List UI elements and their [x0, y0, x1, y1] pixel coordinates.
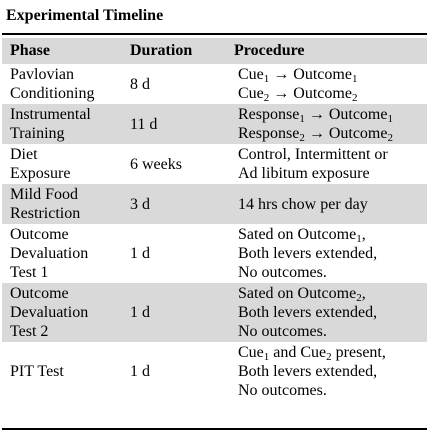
procedure-cell: 14 hrs chow per day — [226, 184, 427, 224]
procedure-text: Both levers extended, — [238, 304, 378, 321]
header-phase: Phase — [2, 38, 122, 64]
phase-cell: Diet Exposure — [2, 144, 122, 184]
procedure-text: Ad libitum exposure — [238, 165, 370, 182]
duration-cell: 1 d — [122, 283, 226, 342]
procedure-text: 14 hrs chow per day — [238, 195, 368, 213]
procedure-text: No outcomes. — [238, 382, 327, 399]
header-row: Phase Duration Procedure — [2, 38, 427, 64]
table-row: Mild Food Restriction 3 d 14 hrs chow per d… — [2, 184, 427, 224]
header-duration: Duration — [122, 38, 226, 64]
subscript: 1 — [263, 351, 270, 363]
subscript: 1 — [263, 73, 270, 85]
procedure-text: Response2 → Outcome2 — [238, 125, 393, 144]
subscript: 2 — [351, 92, 358, 104]
table-row: Instrumental Training 11 d Response1 → Outc… — [2, 104, 427, 144]
procedure-cell: Sated on Outcome1, Both levers extended, N… — [226, 224, 427, 283]
duration-cell: 1 d — [130, 245, 150, 262]
table-title: Experimental Timeline — [6, 7, 164, 24]
procedure-text: Sated on Outcome1, — [238, 226, 366, 245]
subscript: 2 — [356, 292, 362, 304]
header-procedure: Procedure — [226, 38, 427, 64]
phase-text: Instrumental — [10, 106, 91, 123]
subscript: 2 — [387, 132, 393, 144]
phase-text: Pavlovian — [10, 66, 74, 83]
table-row: Pavlovian Conditioning 8 d Cue1 → Outcome1 C… — [2, 64, 427, 104]
phase-cell: Instrumental Training — [2, 104, 122, 144]
procedure-text: No outcomes. — [238, 264, 327, 281]
phase-text: Test 1 — [10, 264, 49, 281]
procedure-text: Control, Intermittent or — [238, 146, 388, 163]
subscript: 2 — [326, 351, 332, 363]
phase-text: Conditioning — [10, 85, 95, 102]
procedure-cell: Cue1 and Cue2 present, Both levers extend… — [226, 342, 427, 401]
subscript: 2 — [299, 132, 305, 144]
phase-text: Outcome — [10, 285, 69, 302]
procedure-text: Cue2 → Outcome2 — [238, 85, 358, 104]
phase-text: Devaluation — [10, 304, 89, 321]
subscript: 1 — [356, 233, 362, 245]
phase-text: Test 2 — [10, 323, 49, 340]
table-row: Outcome Devaluation Test 1 1 d Sated on Outc… — [2, 224, 427, 283]
phase-text: Outcome — [10, 226, 69, 243]
subscript: 1 — [387, 113, 393, 125]
phase-text: Devaluation — [10, 245, 89, 262]
phase-text: Restriction — [10, 205, 81, 222]
phase-text: PIT Test — [10, 363, 64, 380]
phase-cell: Pavlovian Conditioning — [2, 64, 122, 104]
phase-cell: Outcome Devaluation Test 1 — [2, 224, 122, 283]
procedure-text: Both levers extended, — [238, 363, 378, 380]
duration-cell: 1 d — [130, 363, 150, 380]
procedure-cell: Cue1 → Outcome1 Cue2 → Outcome2 — [226, 64, 427, 104]
procedure-text: Cue1 → Outcome1 — [238, 66, 358, 85]
table-row: Diet Exposure 6 weeks Control, Intermittent… — [2, 144, 427, 184]
procedure-text: Both levers extended, — [238, 245, 378, 262]
procedure-text: Response1 → Outcome1 — [238, 106, 393, 125]
phase-text: Diet — [10, 146, 38, 163]
procedure-cell: Control, Intermittent or Ad libitum expos… — [226, 144, 427, 184]
procedure-text: Cue1 and Cue2 present, — [238, 344, 386, 363]
duration-cell: 3 d — [122, 184, 226, 224]
subscript: 2 — [263, 92, 270, 104]
phase-text: Training — [10, 125, 65, 142]
subscript: 1 — [351, 73, 358, 85]
timeline-table: Phase Duration Procedure Pavlovian Condit… — [2, 38, 427, 401]
table-row: PIT Test 1 d Cue1 and Cue2 present, Both le… — [2, 342, 427, 401]
table-body: Pavlovian Conditioning 8 d Cue1 → Outcome1 C… — [2, 64, 427, 401]
subscript: 1 — [299, 113, 305, 125]
procedure-cell: Sated on Outcome2, Both levers extended, N… — [226, 283, 427, 342]
procedure-text: No outcomes. — [238, 323, 327, 340]
procedure-text: Sated on Outcome2, — [238, 285, 366, 304]
top-rule — [2, 33, 427, 35]
phase-text: Mild Food — [10, 186, 79, 203]
duration-cell: 8 d — [130, 75, 150, 93]
phase-cell: PIT Test — [2, 342, 122, 401]
duration-cell: 6 weeks — [130, 155, 182, 173]
phase-cell: Outcome Devaluation Test 2 — [2, 283, 122, 342]
phase-text: Exposure — [10, 165, 71, 182]
procedure-cell: Response1 → Outcome1 Response2 → Outcome2 — [226, 104, 427, 144]
duration-cell: 11 d — [122, 104, 226, 144]
bottom-rule — [2, 428, 427, 430]
phase-cell: Mild Food Restriction — [2, 184, 122, 224]
